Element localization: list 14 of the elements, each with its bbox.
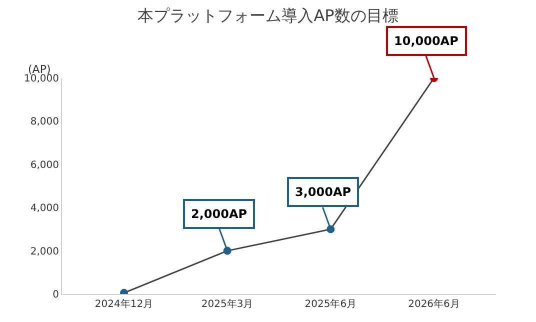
annotation: 2,000AP [191,207,248,221]
x-tick-label: 2025年6月 [304,298,357,310]
x-tick-label: 2024年12月 [94,298,154,310]
annotation: 3,000AP [295,185,352,199]
y-tick-label: 0 [52,290,59,300]
y-tick-label: 2,000 [30,246,59,258]
y-tick-label: 6,000 [30,160,59,171]
chart-title: 本プラットフォーム導入AP数の目標 [138,6,398,25]
x-tick-label: 2026年6月 [408,298,460,310]
y-tick-label: 10,000 [24,74,59,84]
annotation: 10,000AP [394,34,459,48]
y-tick-label: 4,000 [30,203,59,214]
x-tick-label: 2025年3月 [201,298,254,310]
y-tick-label: 8,000 [30,116,59,128]
